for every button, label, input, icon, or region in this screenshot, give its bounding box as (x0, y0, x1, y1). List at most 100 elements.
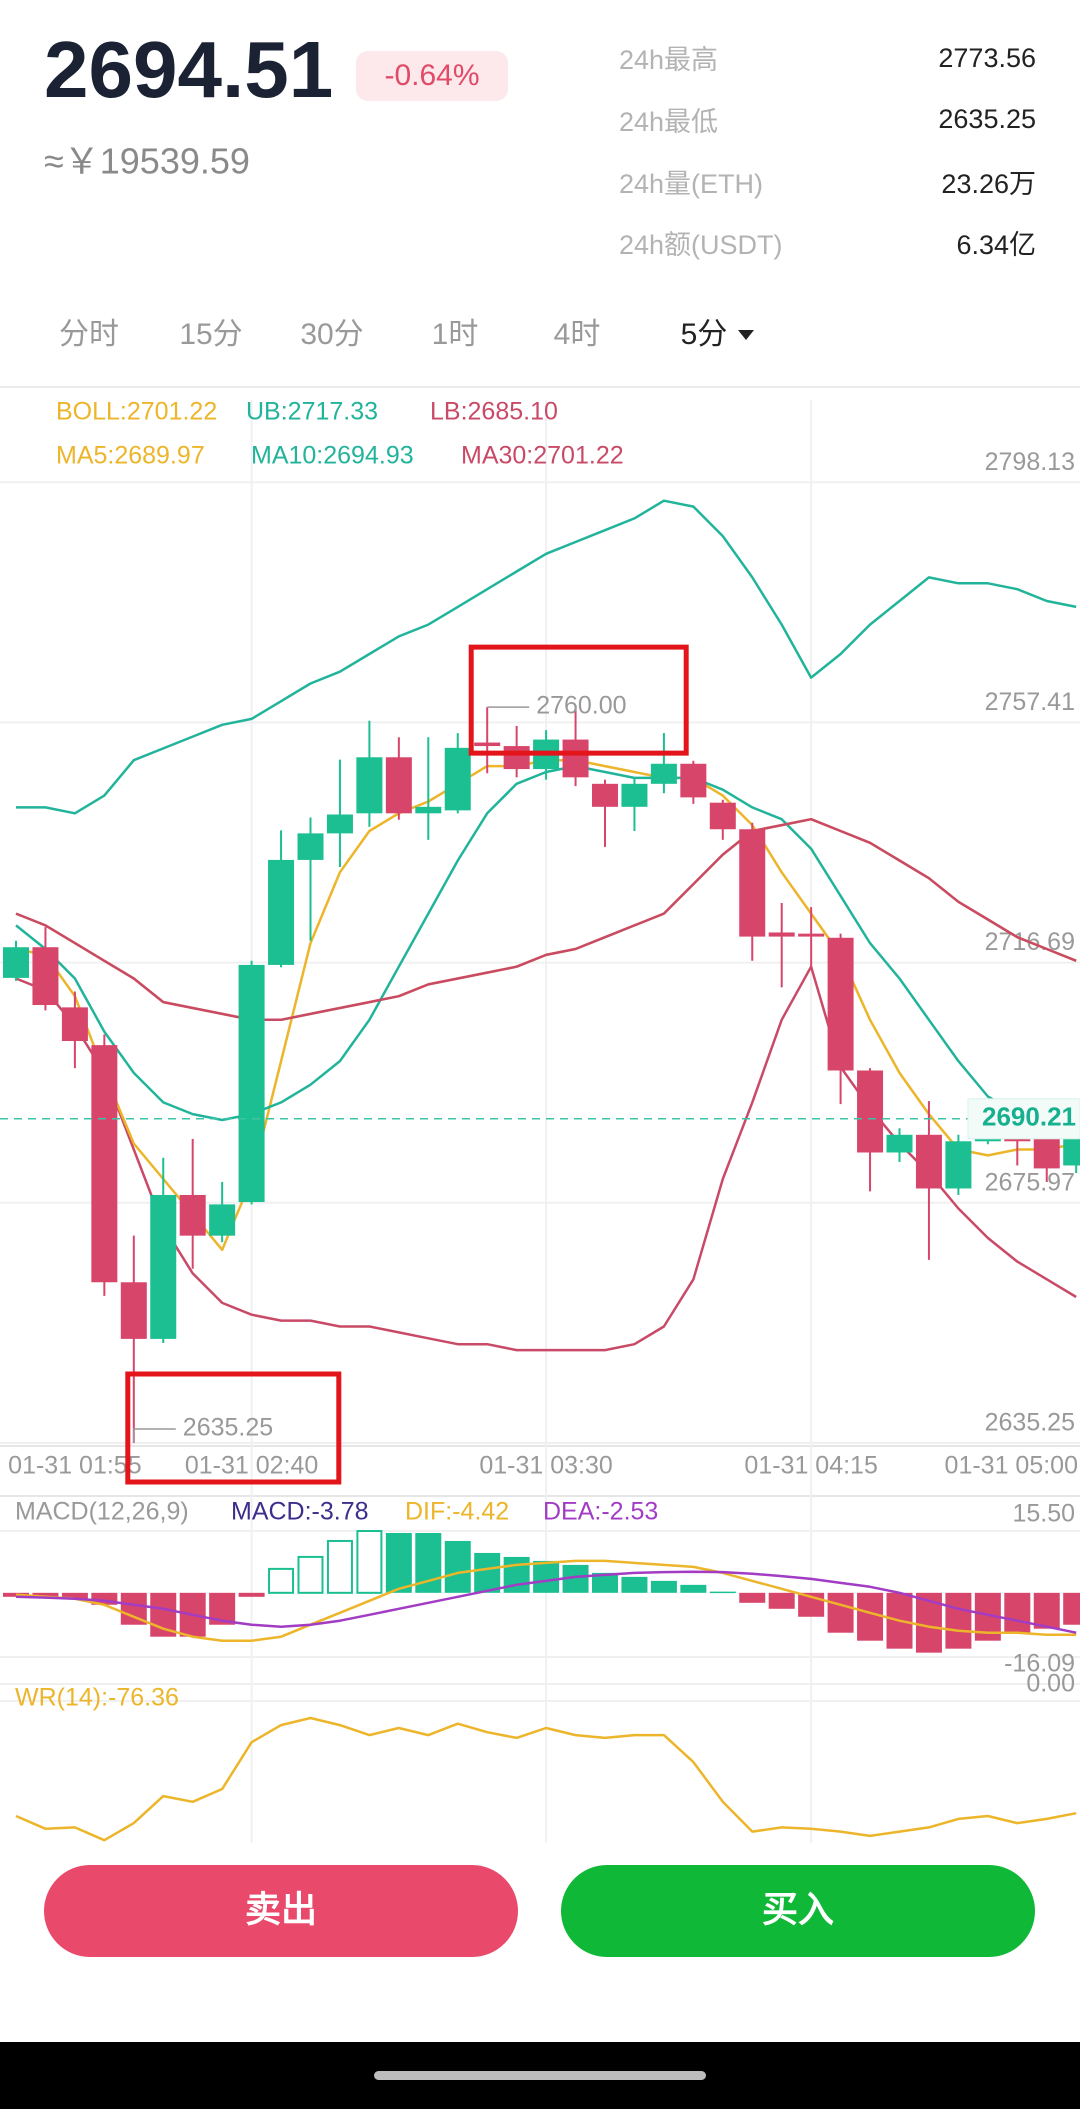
legend-entry: MACD:-3.78 (231, 1498, 369, 1526)
period-tab[interactable]: 30分 (300, 318, 363, 351)
macd-bar (739, 1592, 766, 1603)
candle-body (61, 1007, 88, 1042)
y-tick-label: 2675.97 (985, 1168, 1075, 1196)
macd-bar (1063, 1592, 1080, 1625)
candle-body (150, 1194, 177, 1339)
macd-bar (326, 1539, 353, 1594)
legend-entry: DEA:-2.53 (543, 1498, 658, 1526)
stat-label: 24h最低 (619, 107, 718, 137)
cny-price: ≈￥19539.59 (44, 141, 250, 182)
candle-body (592, 783, 618, 807)
macd-bar (268, 1567, 295, 1594)
last-price: 2694.51 (44, 25, 333, 114)
last-price-label: 2690.21 (982, 1102, 1076, 1132)
macd-bar (650, 1580, 677, 1593)
indicator-line (15, 1716, 1077, 1842)
indicator-line (15, 1570, 1077, 1634)
macd-bar (827, 1592, 854, 1633)
x-tick-label: 01-31 01:55 (8, 1452, 141, 1480)
macd-bar (857, 1592, 884, 1641)
change-pill (356, 51, 508, 101)
candle-body (120, 1282, 147, 1339)
macd-bar (768, 1592, 795, 1609)
candle-body (768, 932, 795, 937)
y-tick-label: 0.00 (1026, 1670, 1075, 1698)
macd-bar (1033, 1592, 1060, 1629)
macd-bar (61, 1592, 88, 1599)
legend-entry: MA30:2701.22 (461, 442, 624, 470)
stat-value: 2635.25 (938, 104, 1036, 134)
candle-body (680, 763, 707, 798)
period-tab[interactable]: 4时 (554, 318, 601, 351)
x-tick-label: 01-31 04:15 (744, 1452, 877, 1480)
candle-body (385, 757, 412, 814)
stat-label: 24h额(USDT) (619, 230, 783, 260)
legend-entry: WR(14):-76.36 (15, 1684, 179, 1712)
candle-body (886, 1134, 913, 1153)
period-tab-active[interactable]: 5分 (681, 318, 728, 351)
macd-bar (32, 1592, 59, 1597)
legend-entry: DIF:-4.42 (405, 1498, 509, 1526)
high-marker-label: 2760.00 (536, 692, 626, 720)
candle-body (503, 746, 530, 770)
home-indicator[interactable] (374, 2071, 706, 2080)
sell-button-label[interactable]: 卖出 (245, 1889, 317, 1930)
buy-button[interactable] (561, 1865, 1035, 1957)
dropdown-arrow[interactable] (738, 330, 754, 340)
highlight-box (468, 644, 689, 756)
macd-bar (945, 1592, 972, 1649)
indicator-line (15, 1559, 1077, 1642)
sell-button[interactable] (44, 1865, 518, 1957)
candle-body (415, 806, 442, 814)
candle-body (857, 1070, 884, 1153)
low-marker-label: 2635.25 (183, 1414, 273, 1442)
candle-body (474, 742, 501, 747)
legend-entry: MA10:2694.93 (251, 442, 414, 470)
stat-label: 24h量(ETH) (619, 169, 763, 199)
candle-body (179, 1194, 206, 1236)
candle-body (798, 933, 825, 937)
macd-bar (444, 1540, 471, 1593)
stat-value: 23.26万 (941, 169, 1036, 199)
candle-body (356, 757, 383, 814)
period-tab[interactable]: 分时 (59, 318, 119, 351)
candle-body (621, 783, 648, 807)
legend-entry: BOLL:2701.22 (56, 398, 217, 426)
highlight-box (125, 1371, 342, 1485)
candle-body (91, 1045, 118, 1283)
period-tab[interactable]: 15分 (179, 318, 242, 351)
indicator-line (15, 817, 1077, 1022)
y-tick-label: -16.09 (1004, 1650, 1075, 1678)
macd-bar (1004, 1592, 1031, 1633)
candle-body (650, 763, 677, 784)
stat-value: 6.34亿 (956, 230, 1036, 260)
candle-body (3, 947, 29, 978)
x-tick-label: 01-31 05:00 (945, 1452, 1078, 1480)
y-tick-label: 2798.13 (985, 448, 1075, 476)
x-tick-label: 01-31 02:40 (185, 1452, 318, 1480)
macd-bar (385, 1532, 412, 1593)
candle-body (444, 747, 471, 811)
candle-body (209, 1204, 236, 1236)
stat-label: 24h最高 (619, 45, 718, 75)
candle-body (32, 947, 59, 1006)
buy-button-label[interactable]: 买入 (762, 1889, 834, 1930)
candle-body (326, 814, 353, 834)
candle-body (562, 739, 589, 778)
candle-body (297, 833, 324, 860)
macd-bar (680, 1584, 707, 1593)
candle-body (915, 1134, 942, 1189)
change-percent: -0.64% (384, 59, 479, 92)
period-tab[interactable]: 1时 (432, 318, 479, 351)
legend-entry: UB:2717.33 (246, 398, 378, 426)
candle-body (827, 937, 854, 1071)
candle-body (945, 1141, 972, 1189)
macd-bar (474, 1552, 501, 1593)
candle-body (709, 802, 736, 830)
macd-bar (709, 1591, 736, 1594)
indicator-line (16, 499, 1077, 815)
low-marker-line (133, 1428, 176, 1443)
candle-body (739, 829, 766, 937)
